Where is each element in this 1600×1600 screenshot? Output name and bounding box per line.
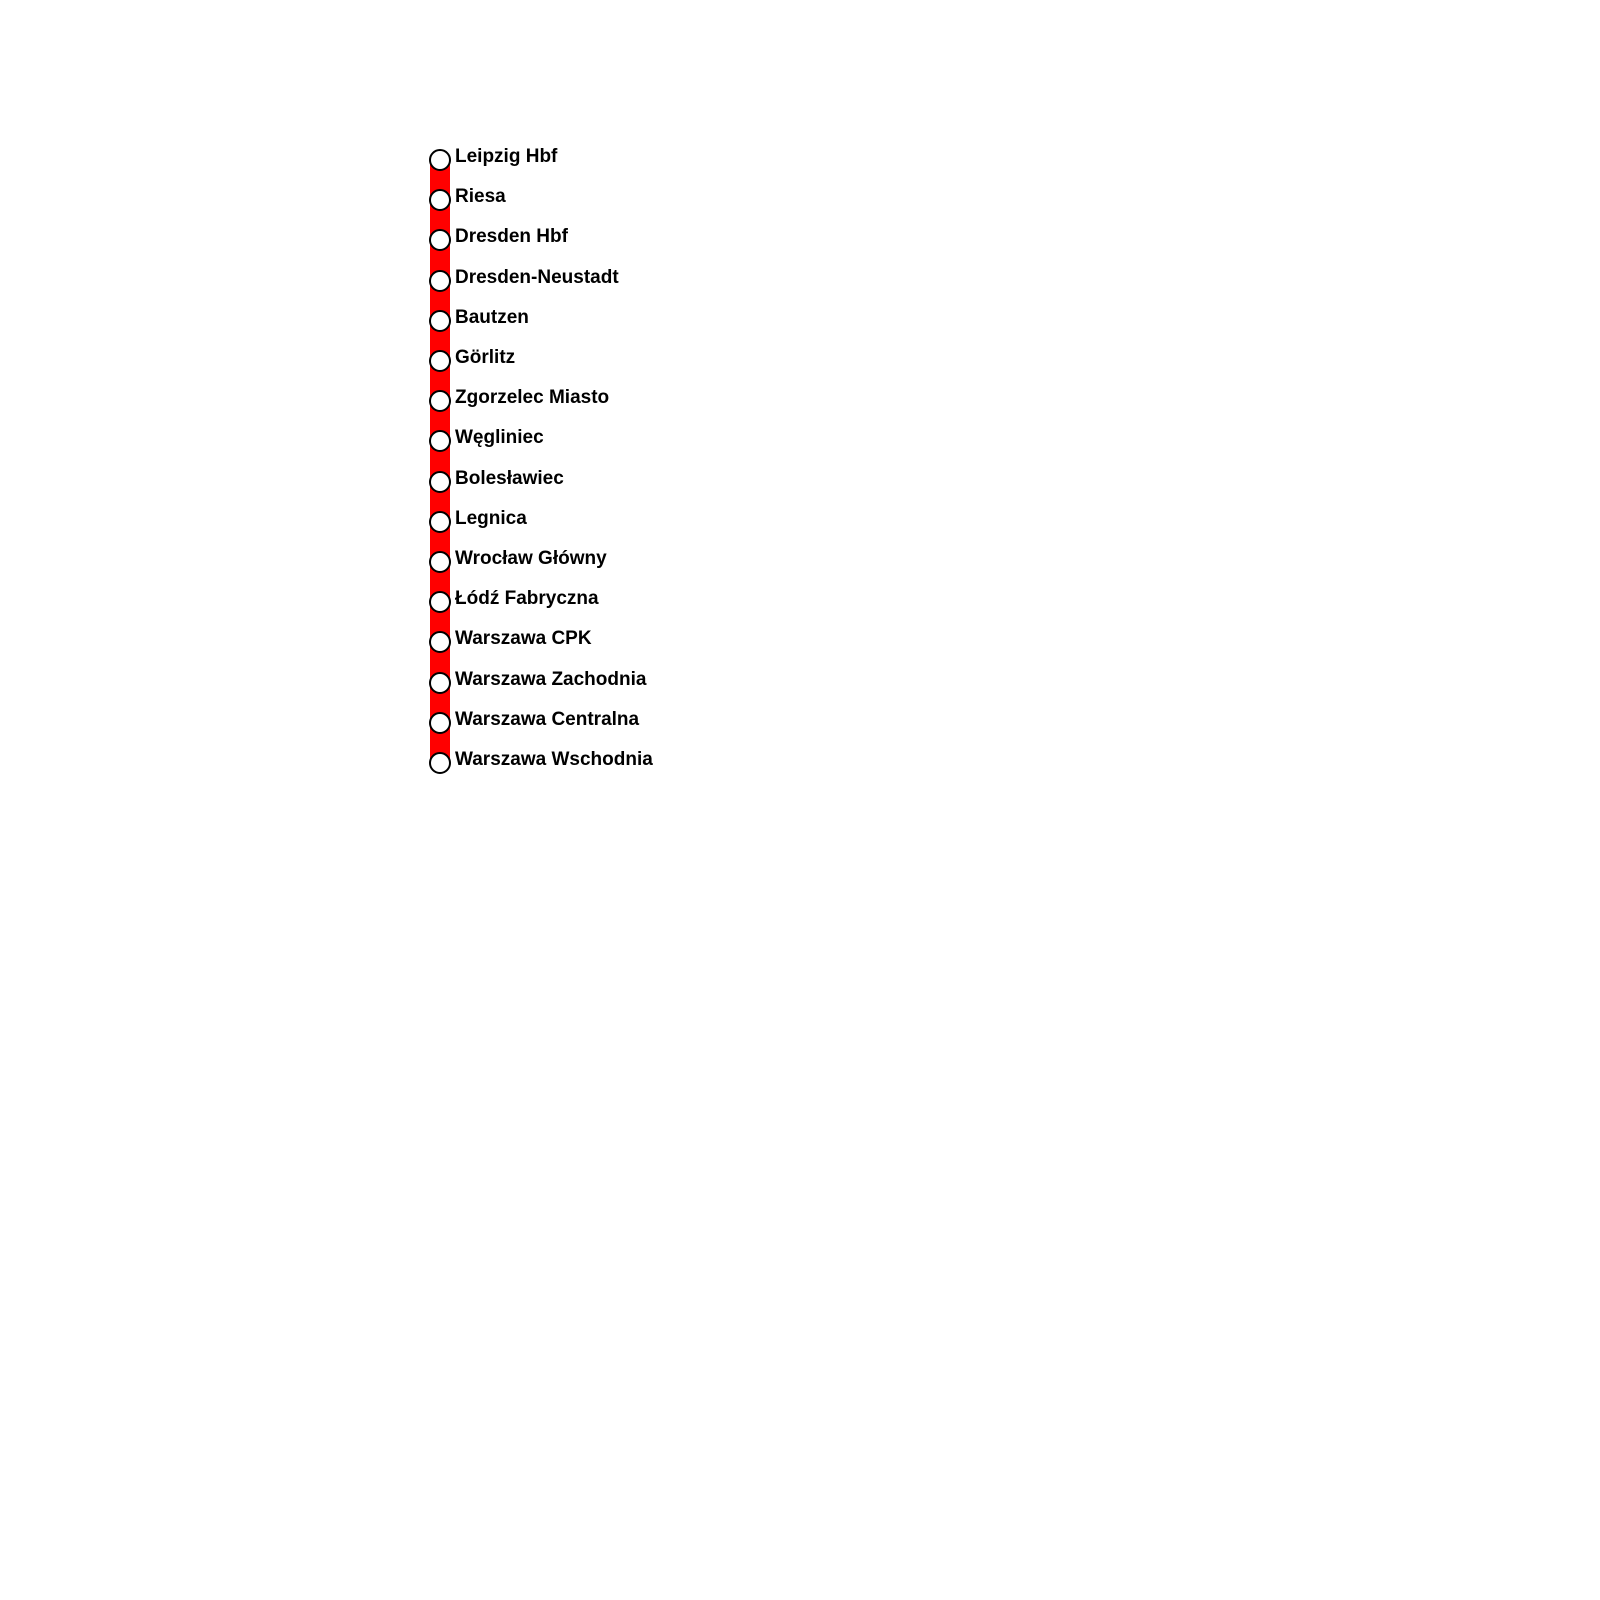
station-marker-icon [429,752,451,774]
station-marker-icon [429,149,451,171]
station-label: Bolesławiec [455,467,564,489]
station-label: Warszawa Zachodnia [455,668,647,690]
station-marker-icon [429,229,451,252]
station-marker-icon [429,631,451,654]
station-label: Görlitz [455,347,516,368]
station-marker-icon [429,390,451,413]
station-marker-icon [429,671,451,694]
station-label: Dresden Hbf [455,226,568,248]
station-marker-icon [429,591,451,614]
station-label: Warszawa Wschodnia [455,749,653,770]
station-marker-icon [429,470,451,493]
station-label: Leipzig Hbf [455,146,558,167]
station-label: Warszawa Centralna [455,708,640,730]
station-marker-icon [429,350,451,372]
station-marker-icon [429,269,451,292]
station-label: Warszawa CPK [455,628,592,650]
station-marker-icon [429,430,451,453]
station-marker-icon [429,309,451,332]
station-marker-icon [429,711,451,734]
station-marker-icon [429,510,451,533]
station-label: Zgorzelec Miasto [455,387,610,409]
station-marker-icon [429,189,451,212]
station-label: Riesa [455,186,506,208]
station-label: Legnica [455,507,527,529]
station-label: Węgliniec [455,427,544,449]
station-label: Dresden-Neustadt [455,266,619,288]
station-label: Wrocław Główny [455,548,607,569]
station-label: Łódź Fabryczna [455,588,599,610]
station-label: Bautzen [455,306,529,328]
station-marker-icon [429,551,451,573]
